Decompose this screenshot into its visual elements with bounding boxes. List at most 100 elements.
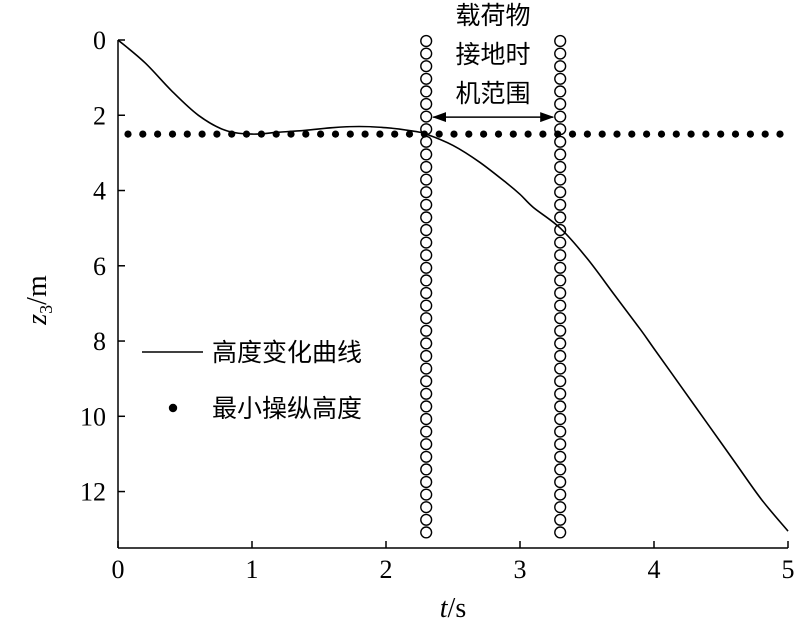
landing-marker-circle bbox=[420, 236, 433, 249]
y-tick-label-10: 10 bbox=[80, 402, 106, 431]
y-axis-label: z3/m bbox=[22, 275, 56, 326]
min-height-dot bbox=[376, 130, 384, 138]
landing-marker-circle bbox=[420, 198, 433, 211]
landing-marker-circle bbox=[420, 438, 433, 451]
y-tick-label-6: 6 bbox=[93, 252, 106, 281]
annotation-line-2: 接地时 bbox=[455, 40, 530, 69]
landing-marker-circle bbox=[420, 47, 433, 60]
landing-marker-circle bbox=[420, 60, 433, 73]
landing-marker-circle bbox=[420, 261, 433, 274]
min-height-dot bbox=[539, 130, 547, 138]
min-height-dot bbox=[317, 130, 325, 138]
landing-marker-circle bbox=[420, 148, 433, 161]
landing-marker-circle bbox=[420, 463, 433, 476]
landing-marker-circle bbox=[420, 488, 433, 501]
min-height-dot bbox=[302, 130, 310, 138]
landing-marker-circle bbox=[554, 387, 567, 400]
min-height-dot bbox=[450, 130, 458, 138]
landing-marker-circle bbox=[554, 186, 567, 199]
min-height-dot bbox=[583, 130, 592, 138]
min-height-dot bbox=[524, 130, 532, 138]
landing-marker-circle bbox=[420, 501, 433, 514]
min-height-dot bbox=[124, 130, 132, 138]
x-tick-label-4: 4 bbox=[648, 555, 661, 584]
min-height-dot bbox=[494, 130, 503, 138]
min-height-dot bbox=[139, 130, 147, 138]
x-tick-label-2: 2 bbox=[380, 555, 393, 584]
min-height-dot bbox=[509, 130, 517, 138]
landing-marker-circle bbox=[554, 450, 567, 463]
landing-marker-circle bbox=[554, 362, 567, 375]
min-height-dot bbox=[213, 130, 221, 138]
min-height-dot bbox=[643, 130, 651, 138]
landing-marker-circle bbox=[420, 72, 433, 85]
landing-marker-circle bbox=[420, 110, 433, 123]
x-tick-label-0: 0 bbox=[112, 555, 125, 584]
landing-marker-circle bbox=[554, 97, 567, 111]
landing-marker-circle bbox=[420, 337, 433, 350]
landing-marker-circle bbox=[420, 324, 433, 337]
landing-marker-circle bbox=[420, 450, 433, 463]
landing-marker-circle bbox=[554, 211, 567, 224]
landing-marker-circle bbox=[420, 513, 433, 526]
y-tick-label-12: 12 bbox=[80, 478, 106, 507]
x-tick-label-3: 3 bbox=[514, 555, 527, 584]
min-height-dot bbox=[435, 130, 443, 138]
landing-marker-circle bbox=[420, 299, 433, 312]
min-height-dot bbox=[391, 130, 399, 138]
landing-marker-circle bbox=[554, 198, 567, 211]
min-height-dot bbox=[154, 130, 162, 138]
landing-marker-circle bbox=[554, 349, 567, 363]
y-tick-label-2: 2 bbox=[93, 101, 106, 130]
landing-marker-circle bbox=[554, 47, 567, 60]
landing-marker-circle bbox=[554, 135, 567, 148]
landing-marker-circle bbox=[554, 261, 567, 274]
landing-marker-circle bbox=[420, 85, 433, 98]
landing-marker-circle bbox=[420, 387, 433, 400]
landing-marker-circle bbox=[554, 223, 567, 237]
landing-marker-circle bbox=[554, 463, 567, 476]
min-height-dot bbox=[168, 130, 177, 138]
min-height-dot bbox=[657, 130, 666, 138]
min-height-dot bbox=[405, 130, 414, 138]
landing-marker-circle bbox=[420, 375, 433, 388]
landing-marker-circle bbox=[554, 488, 567, 501]
min-height-dot bbox=[465, 130, 473, 138]
y-tick-label-8: 8 bbox=[93, 327, 106, 356]
landing-marker-circle bbox=[554, 412, 567, 426]
landing-marker-circle bbox=[554, 34, 567, 48]
min-height-dot bbox=[183, 130, 191, 138]
landing-marker-circle bbox=[420, 349, 433, 363]
y-tick-label-0: 0 bbox=[93, 26, 106, 55]
landing-marker-circle bbox=[554, 501, 567, 514]
landing-marker-circle bbox=[554, 513, 567, 526]
landing-marker-circle bbox=[554, 249, 567, 262]
landing-marker-circle bbox=[554, 110, 567, 123]
landing-marker-circle bbox=[420, 274, 433, 287]
landing-marker-circle bbox=[420, 526, 433, 539]
landing-range-annotation: 载荷物 接地时 机范围 bbox=[455, 1, 530, 108]
legend-dot-swatch bbox=[168, 403, 178, 413]
landing-marker-circle bbox=[554, 148, 567, 161]
min-height-dot bbox=[776, 130, 784, 138]
min-height-dot bbox=[731, 130, 740, 138]
landing-marker-circle bbox=[554, 324, 567, 337]
landing-marker-circle bbox=[554, 85, 567, 98]
x-tick-label-5: 5 bbox=[782, 555, 795, 584]
landing-marker-circle bbox=[554, 475, 567, 489]
min-height-dot bbox=[480, 130, 488, 138]
x-tick-label-1: 1 bbox=[246, 555, 259, 584]
landing-marker-circle bbox=[554, 312, 567, 325]
landing-marker-circle bbox=[554, 400, 567, 413]
min-height-dot bbox=[717, 130, 725, 138]
min-height-dot bbox=[702, 130, 710, 138]
landing-marker-circle bbox=[554, 526, 567, 539]
landing-marker-circle bbox=[420, 97, 433, 111]
landing-marker-circle bbox=[420, 475, 433, 489]
min-height-dot bbox=[568, 130, 577, 138]
landing-marker-circle bbox=[554, 299, 567, 312]
landing-marker-circle bbox=[420, 249, 433, 262]
legend: 高度变化曲线 最小操纵高度 bbox=[142, 338, 362, 423]
annotation-line-1: 载荷物 bbox=[455, 1, 530, 30]
x-axis-label: t/s bbox=[440, 593, 466, 624]
